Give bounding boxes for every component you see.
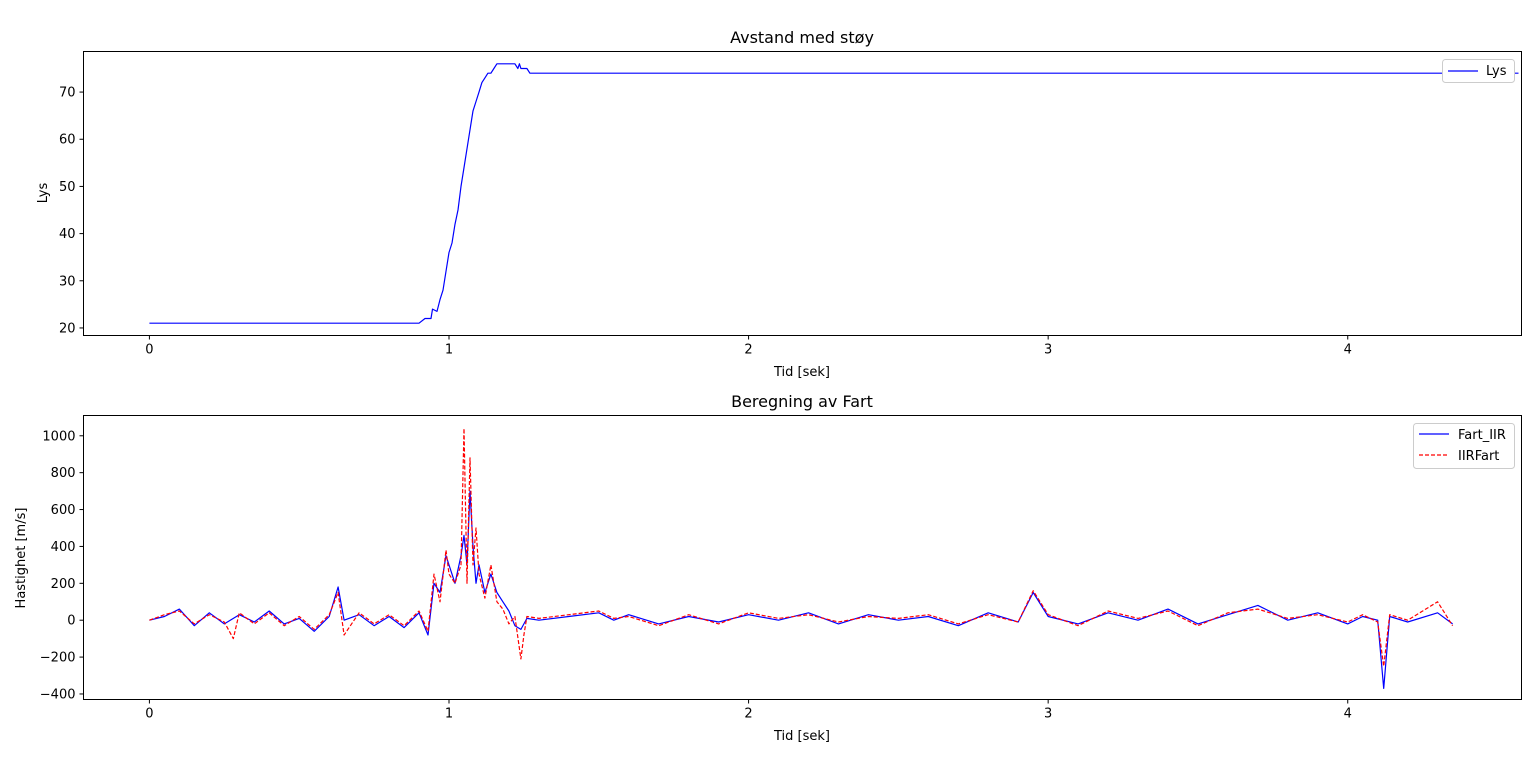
fart-legend: Fart_IIR IIRFart [1413, 423, 1515, 469]
fart-x-tick-label: 4 [1344, 707, 1352, 722]
lys-y-tick-label: 60 [59, 133, 76, 148]
fart-y-tick-label: 200 [51, 577, 76, 592]
lys-axes: Avstand med støy Tid [sek] Lys 0 1 2 3 4 20 30… [36, 28, 1522, 380]
lys-plot-frame [83, 51, 1522, 336]
fart-y-tick-label: 800 [51, 466, 76, 481]
fart-y-tick-label: 400 [51, 540, 76, 555]
lys-y-tick-label: 30 [59, 274, 76, 289]
fart-x-axis-label: Tid [sek] [773, 729, 830, 744]
fart-y-axis-label: Hastighet [m/s] [14, 508, 29, 609]
fart-y-tick-label: 1000 [42, 429, 75, 444]
lys-legend: Lys [1442, 59, 1515, 83]
fart-y-tick-label: 600 [51, 503, 76, 518]
lys-x-tick-label: 0 [145, 343, 153, 358]
fart-plot-frame [83, 415, 1522, 700]
fart-y-tick-label: −200 [40, 651, 76, 666]
fart-x-tick-label: 3 [1044, 707, 1052, 722]
lys-y-axis-label: Lys [36, 183, 51, 204]
lys-x-axis-label: Tid [sek] [773, 365, 830, 380]
fart-legend-label-iirfart: IIRFart [1458, 449, 1499, 464]
lys-x-tick-label: 1 [445, 343, 453, 358]
lys-y-tick-label: 20 [59, 321, 76, 336]
fart-x-tick-label: 1 [445, 707, 453, 722]
fart-series-iirfart [149, 427, 1454, 667]
fart-legend-label-fart-iir: Fart_IIR [1458, 428, 1506, 443]
lys-y-tick-label: 40 [59, 227, 76, 242]
fart-series-fart-iir [149, 490, 1453, 690]
lys-chart-title: Avstand med støy [730, 28, 874, 47]
fart-y-tick-label: 0 [67, 614, 75, 629]
lys-y-tick-label: 50 [59, 180, 76, 195]
fart-axes: Beregning av Fart Tid [sek] Hastighet [m… [14, 392, 1522, 744]
fart-y-tick-label: −400 [40, 687, 76, 702]
lys-x-tick-label: 4 [1344, 343, 1352, 358]
lys-y-tick-label: 70 [59, 86, 76, 101]
lys-legend-box [1442, 59, 1515, 83]
lys-series-lys [149, 63, 1519, 324]
lys-x-tick-label: 2 [744, 343, 752, 358]
lys-legend-label-lys: Lys [1486, 64, 1507, 79]
lys-x-tick-label: 3 [1044, 343, 1052, 358]
fart-x-tick-label: 2 [744, 707, 752, 722]
fart-x-tick-label: 0 [145, 707, 153, 722]
fart-legend-box [1413, 423, 1515, 469]
fart-chart-title: Beregning av Fart [731, 392, 873, 411]
